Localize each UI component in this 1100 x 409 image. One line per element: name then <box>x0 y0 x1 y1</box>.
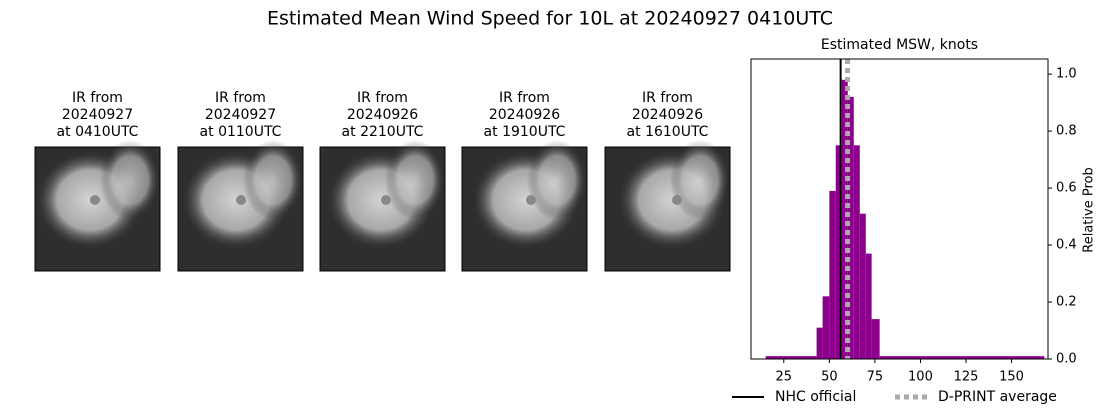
x-tick-label: 25 <box>776 370 793 385</box>
cloud <box>527 140 587 220</box>
panel-label: 20240926 <box>489 107 560 123</box>
panel-label: at 0410UTC <box>57 124 139 140</box>
bar <box>822 296 830 359</box>
panel-label: 20240927 <box>205 107 276 123</box>
page-title: Estimated Mean Wind Speed for 10L at 202… <box>267 8 833 30</box>
cloud <box>100 140 160 220</box>
bar <box>871 319 880 359</box>
panel-label: IR from <box>72 90 123 106</box>
eye <box>90 195 100 205</box>
bar <box>859 213 866 359</box>
x-tick-label: 100 <box>908 370 933 385</box>
x-tick-label: 150 <box>999 370 1024 385</box>
panel-label: IR from <box>215 90 266 106</box>
legend-label: NHC official <box>775 389 856 405</box>
bar <box>841 79 848 359</box>
panel-label: IR from <box>642 90 693 106</box>
eye <box>381 195 391 205</box>
bar <box>853 145 860 359</box>
y-tick-label: 0.4 <box>1056 238 1077 253</box>
panel-label: at 2210UTC <box>342 124 424 140</box>
panel-label: IR from <box>499 90 550 106</box>
bar <box>829 190 836 359</box>
panel-label: at 0110UTC <box>200 124 282 140</box>
bar <box>847 96 854 360</box>
bar <box>865 253 872 359</box>
panel-label: 20240926 <box>632 107 703 123</box>
bar <box>765 356 817 359</box>
cloud <box>385 140 445 220</box>
legend-label: D-PRINT average <box>938 389 1057 405</box>
cloud <box>670 140 730 220</box>
panel-label: 20240927 <box>62 107 133 123</box>
x-tick-label: 125 <box>954 370 979 385</box>
eye <box>672 195 682 205</box>
bar <box>879 356 1045 359</box>
eye <box>236 195 246 205</box>
y-tick-label: 0.2 <box>1056 295 1077 310</box>
panel-label: IR from <box>357 90 408 106</box>
chart-title: Estimated MSW, knots <box>821 37 978 53</box>
x-tick-label: 50 <box>821 370 838 385</box>
y-tick-label: 0.6 <box>1056 181 1077 196</box>
plot-frame <box>750 58 1049 360</box>
y-tick-label: 0.0 <box>1056 352 1077 367</box>
y-tick-label: 1.0 <box>1056 67 1077 82</box>
y-axis-label: Relative Prob <box>1082 167 1097 252</box>
eye <box>526 195 536 205</box>
panel-label: 20240926 <box>347 107 418 123</box>
cloud <box>243 140 303 220</box>
bar <box>835 145 842 359</box>
panel-label: at 1610UTC <box>627 124 709 140</box>
x-tick-label: 75 <box>867 370 884 385</box>
y-tick-label: 0.8 <box>1056 124 1077 139</box>
panel-label: at 1910UTC <box>484 124 566 140</box>
bar <box>816 327 823 359</box>
